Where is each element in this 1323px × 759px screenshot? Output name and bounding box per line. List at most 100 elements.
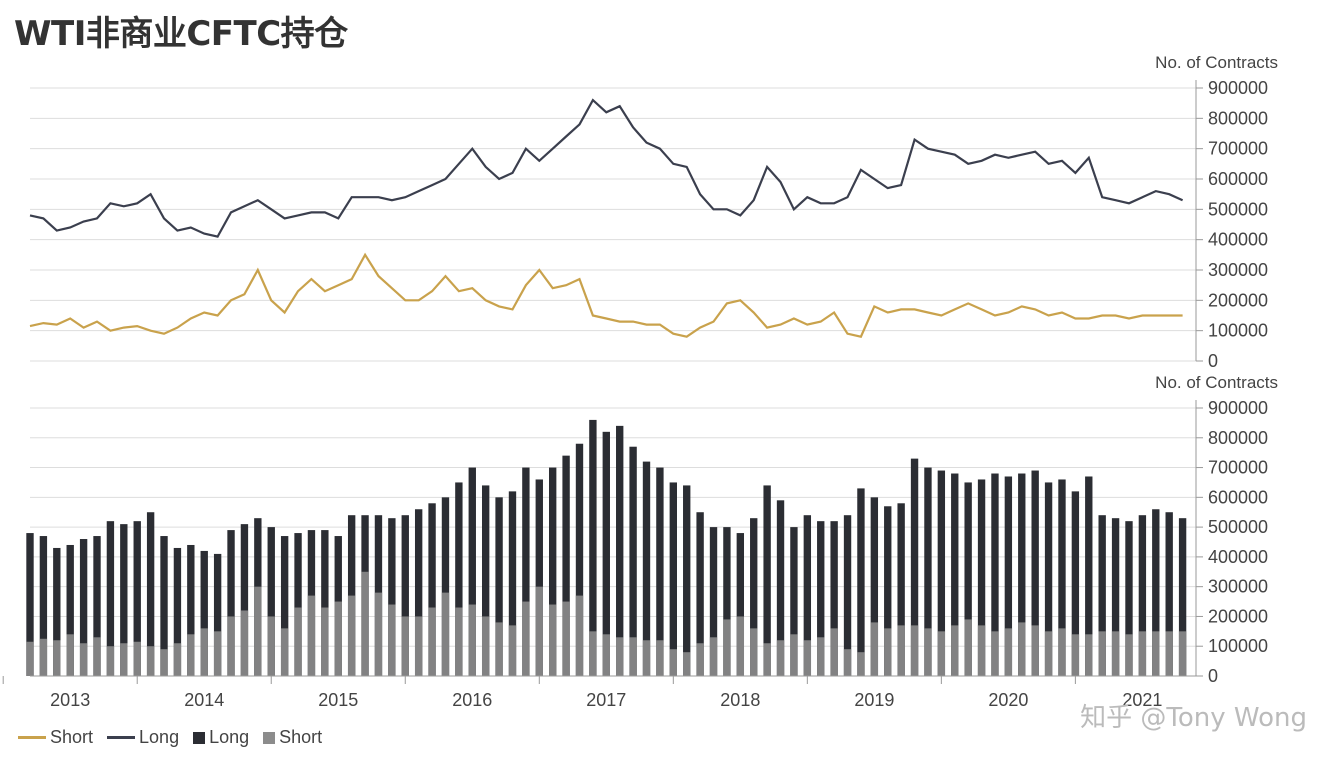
long-bar <box>790 527 798 676</box>
short-bar <box>133 641 141 676</box>
x-tick-label: 2014 <box>184 690 224 710</box>
short-bar <box>857 652 865 676</box>
short-bar <box>53 640 61 676</box>
long-bar <box>1044 482 1053 676</box>
short-bar <box>830 628 838 676</box>
short-bar <box>173 643 182 676</box>
long-bar <box>951 473 959 676</box>
short-bar <box>1031 625 1039 676</box>
top-y-tick-label: 600000 <box>1208 169 1268 189</box>
long-bar <box>830 521 838 676</box>
long-bar <box>39 536 48 676</box>
bottom-y-tick-label: 500000 <box>1208 517 1268 537</box>
long-bar <box>66 544 74 676</box>
short-bar <box>146 646 155 676</box>
long-bar <box>133 521 141 676</box>
short-bar <box>736 616 745 676</box>
long-bar <box>977 479 986 676</box>
long-bar <box>53 547 61 676</box>
short-bar <box>240 610 249 676</box>
legend: Short Long Long Short <box>18 727 322 748</box>
long-bar <box>1178 518 1187 676</box>
short-bar <box>964 619 972 676</box>
long-bar <box>240 524 249 676</box>
short-bar <box>991 631 999 676</box>
long-bar <box>642 461 651 676</box>
short-bar <box>213 631 222 676</box>
bottom-y-tick-label: 900000 <box>1208 398 1268 418</box>
long-bar <box>200 550 208 676</box>
short-bar <box>656 640 664 676</box>
short-bar <box>924 628 932 676</box>
short-bar <box>1111 631 1120 676</box>
bottom-y-tick-label: 600000 <box>1208 487 1268 507</box>
long-bar <box>401 515 409 676</box>
long-bar <box>1098 515 1106 676</box>
top-y-tick-label: 0 <box>1208 351 1218 371</box>
short-bar <box>897 625 905 676</box>
short-bar <box>93 637 101 676</box>
short-bar <box>910 625 919 676</box>
long-bar <box>1165 512 1173 676</box>
legend-item: Long <box>193 727 249 748</box>
short-bar <box>1058 628 1066 676</box>
short-bar <box>616 637 624 676</box>
short-line <box>29 252 1183 338</box>
short-bar <box>388 604 396 676</box>
short-bar <box>227 616 235 676</box>
short-bar <box>1138 631 1147 676</box>
short-bar <box>1152 631 1160 676</box>
short-bar <box>106 646 115 676</box>
bottom-bar-chart: 0 100000 200000 300000 400000 500000 600000 700… <box>26 373 1278 686</box>
long-bar <box>803 515 812 676</box>
long-bar <box>173 547 182 676</box>
short-bar <box>803 640 812 676</box>
x-axis: 2013 2014 2015 2016 2017 2018 2019 2020 2021 <box>2 675 1196 710</box>
long-bar <box>481 485 490 676</box>
long-bar <box>696 512 704 676</box>
bottom-y-tick-label: 0 <box>1208 666 1218 686</box>
legend-label: Short <box>50 727 94 747</box>
short-bar <box>549 604 557 676</box>
long-bar <box>1111 518 1120 676</box>
short-bar <box>347 595 356 676</box>
top-y-axis-label: No. of Contracts <box>1155 53 1278 72</box>
short-bar <box>562 601 570 676</box>
long-bar <box>1004 476 1013 676</box>
short-bar <box>790 634 798 676</box>
bottom-y-tick-label: 200000 <box>1208 606 1268 626</box>
short-bar <box>817 637 825 676</box>
legend-label: Long <box>209 727 250 747</box>
long-bar <box>897 503 905 676</box>
long-bar <box>656 467 664 676</box>
short-bar <box>1085 634 1093 676</box>
top-y-tick-label: 500000 <box>1208 199 1268 219</box>
long-bar <box>441 497 450 676</box>
chart-title: WTI非商业CFTC持仓 <box>14 14 348 54</box>
short-bar <box>79 643 88 676</box>
short-bar <box>26 641 34 676</box>
top-y-tick-label: 900000 <box>1208 78 1268 98</box>
short-bar <box>629 637 637 676</box>
short-bar <box>414 616 423 676</box>
long-bar <box>575 443 584 676</box>
long-bar <box>294 533 302 676</box>
short-bar <box>280 628 289 676</box>
short-bar <box>468 604 476 676</box>
long-bar <box>562 455 570 676</box>
short-bar <box>776 640 785 676</box>
long-bar <box>1085 476 1093 676</box>
short-bar <box>642 640 651 676</box>
long-bar <box>428 503 436 676</box>
short-bar <box>1178 631 1187 676</box>
short-bar <box>669 649 677 676</box>
long-bar <box>508 491 517 676</box>
short-bar <box>481 616 490 676</box>
long-bar <box>817 521 825 676</box>
top-y-tick-label: 400000 <box>1208 230 1268 250</box>
long-bar <box>629 446 637 676</box>
short-bar <box>495 622 503 676</box>
legend-item: Long <box>107 727 179 748</box>
x-tick-label: 2015 <box>318 690 358 710</box>
long-bar <box>589 419 597 676</box>
